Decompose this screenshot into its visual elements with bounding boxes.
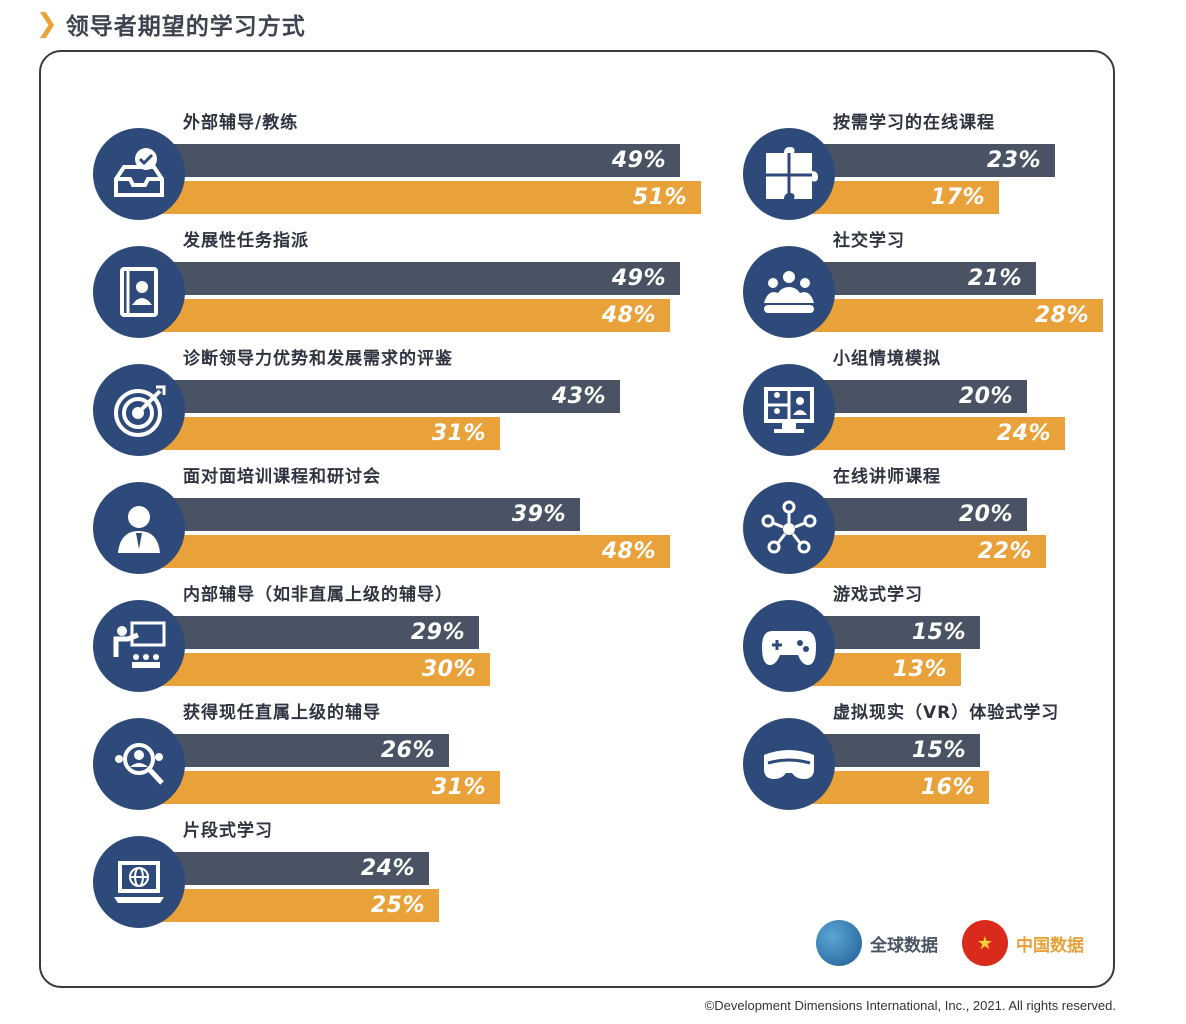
legend-china: ★ 中国数据 [962,918,1084,968]
bar-china: 31% [160,417,500,450]
bar-china: 16% [810,771,989,804]
category-label: 游戏式学习 [833,585,923,605]
category-label: 外部辅导/教练 [183,113,299,133]
bar-china: 31% [160,771,500,804]
category-label: 面对面培训课程和研讨会 [183,467,381,487]
bar-value-label: 16% [920,775,975,800]
gamepad-icon [743,600,835,692]
presentation-icon [93,600,185,692]
bar-value-label: 23% [986,148,1041,173]
china-flag-icon: ★ [962,920,1008,966]
contact-book-icon [93,246,185,338]
bar-china: 30% [160,653,490,686]
bar-china: 24% [810,417,1065,450]
bar-global: 49% [160,262,680,295]
bar-value-label: 24% [996,421,1051,446]
bar-value-label: 29% [410,620,465,645]
bar-value-label: 49% [611,148,666,173]
bar-china: 48% [160,299,670,332]
bar-global: 43% [160,380,620,413]
bar-china: 51% [160,181,701,214]
bar-value-label: 26% [380,738,435,763]
bar-global: 23% [810,144,1055,177]
bar-value-label: 13% [892,657,947,682]
bar-value-label: 28% [1034,303,1089,328]
bar-global: 29% [160,616,479,649]
bar-global: 24% [160,852,429,885]
bar-global: 49% [160,144,680,177]
target-icon [93,364,185,456]
category-label: 片段式学习 [183,821,273,841]
bar-value-label: 20% [958,384,1013,409]
bar-global: 26% [160,734,449,767]
legend-global: 全球数据 [816,918,938,968]
people-search-icon [93,718,185,810]
bar-china: 28% [810,299,1103,332]
page-title: ❯ 领导者期望的学习方式 [36,6,306,42]
bar-value-label: 48% [601,539,656,564]
laptop-globe-icon [93,836,185,928]
bar-global: 15% [810,734,980,767]
page-title-text: 领导者期望的学习方式 [65,14,306,40]
bar-global: 15% [810,616,980,649]
bar-value-label: 20% [958,502,1013,527]
category-label: 小组情境模拟 [833,349,941,369]
category-label: 按需学习的在线课程 [833,113,995,133]
copyright-text: ©Development Dimensions International, I… [704,998,1116,1013]
bar-value-label: 31% [431,775,486,800]
bar-value-label: 30% [421,657,476,682]
globe-icon [816,920,862,966]
category-label: 社交学习 [833,231,905,251]
bar-global: 20% [810,498,1027,531]
category-label: 在线讲师课程 [833,467,941,487]
bar-china: 13% [810,653,961,686]
inbox-check-icon [93,128,185,220]
bar-global: 21% [810,262,1036,295]
puzzle-icon [743,128,835,220]
vr-headset-icon [743,718,835,810]
network-icon [743,482,835,574]
bar-value-label: 48% [601,303,656,328]
category-label: 内部辅导（如非直属上级的辅导） [183,585,453,605]
bar-china: 48% [160,535,670,568]
category-label: 发展性任务指派 [183,231,309,251]
businessman-icon [93,482,185,574]
bar-global: 20% [810,380,1027,413]
category-label: 虚拟现实（VR）体验式学习 [833,703,1060,723]
bar-value-label: 22% [977,539,1032,564]
bar-value-label: 39% [511,502,566,527]
bar-value-label: 15% [911,738,966,763]
bar-china: 25% [160,889,439,922]
video-conference-icon [743,364,835,456]
category-label: 获得现任直属上级的辅导 [183,703,381,723]
bar-china: 22% [810,535,1046,568]
bar-value-label: 24% [360,856,415,881]
bar-value-label: 15% [911,620,966,645]
category-label: 诊断领导力优势和发展需求的评鉴 [183,349,453,369]
bar-value-label: 49% [611,266,666,291]
bar-china: 17% [810,181,999,214]
bar-value-label: 31% [431,421,486,446]
bar-value-label: 25% [370,893,425,918]
bar-value-label: 51% [632,185,687,210]
bar-value-label: 43% [551,384,606,409]
legend-global-label: 全球数据 [870,935,938,956]
bar-global: 39% [160,498,580,531]
legend-china-label: 中国数据 [1016,935,1084,956]
chevron-right-icon: ❯ [36,9,58,39]
chart-panel [39,50,1115,988]
bar-value-label: 21% [967,266,1022,291]
bar-value-label: 17% [930,185,985,210]
group-icon [743,246,835,338]
